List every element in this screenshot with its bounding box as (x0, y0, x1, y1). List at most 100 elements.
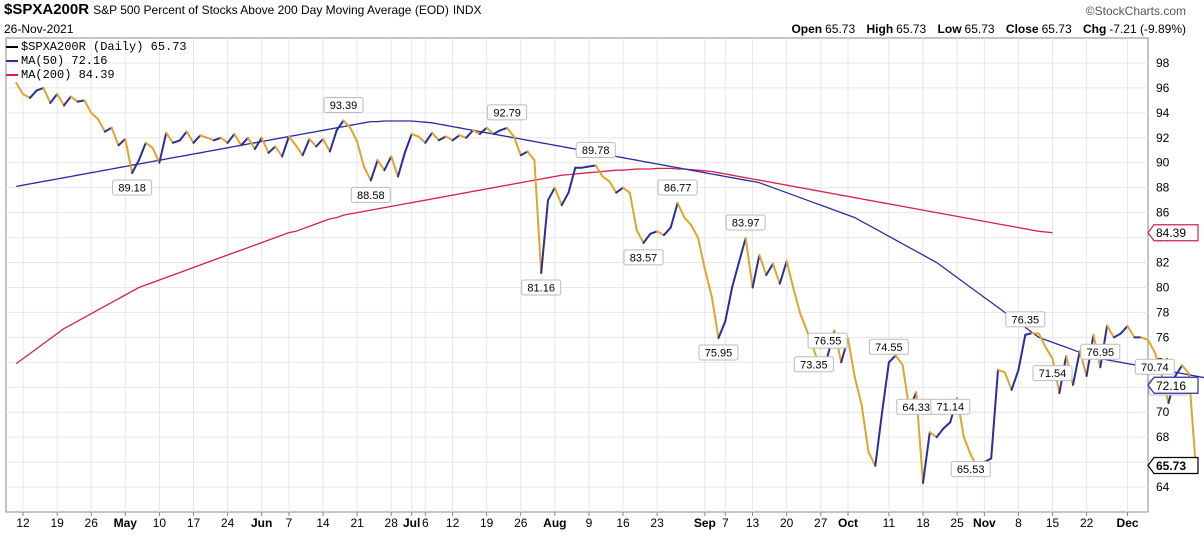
x-tick-label: 12 (16, 516, 30, 530)
value-annotation-box (698, 344, 739, 361)
price-segment (758, 254, 768, 276)
x-tick-label: 15 (1046, 516, 1060, 530)
symbol: $SPXA200R (4, 1, 90, 18)
y-tick-label: 82 (1156, 256, 1170, 270)
low-label: Low (937, 22, 962, 36)
price-segment (669, 202, 679, 229)
value-annotation-box (487, 104, 528, 121)
price-segment (437, 135, 447, 142)
legend-label-ma50: MA(50) 72.16 (21, 54, 108, 68)
price-segment (697, 236, 706, 270)
price-segment (49, 93, 59, 104)
price-segment (533, 159, 543, 274)
price-segment (1106, 324, 1115, 339)
value-annotation-box (657, 179, 698, 196)
price-segment (601, 175, 611, 183)
price-segment (335, 119, 345, 132)
plot-area (5, 37, 1149, 513)
x-tick-label: 9 (586, 516, 593, 530)
x-tick-label: 28 (385, 516, 399, 530)
price-segment (860, 403, 870, 454)
x-tick-label: 25 (950, 516, 964, 530)
x-tick-label: 7 (286, 516, 293, 530)
price-segment (465, 129, 474, 139)
ohlc-readout: Open 65.73 High 65.73 Low 65.73 Close 65.73 … (783, 22, 1186, 36)
legend-item-ma50: MA(50) 72.16 (6, 54, 187, 68)
price-segment (110, 126, 120, 147)
legend-swatch-price (6, 46, 18, 48)
x-tick-label: 20 (780, 516, 794, 530)
y-tick-label: 88 (1156, 181, 1170, 195)
price-segment (253, 136, 263, 150)
price-segment (1017, 333, 1027, 371)
price-segment (444, 135, 454, 142)
price-segment (935, 427, 945, 439)
price-segment (874, 411, 884, 467)
price-segment (690, 224, 699, 239)
price-segment (772, 262, 781, 285)
x-tick-label: 11 (883, 516, 896, 530)
high-label: High (866, 22, 894, 36)
price-segment (144, 141, 154, 149)
price-segment (778, 260, 788, 285)
price-segment (683, 216, 693, 227)
price-segment (240, 136, 249, 147)
price-segment (928, 431, 938, 439)
y-tick-label: 76 (1156, 330, 1170, 344)
value-annotation: 83.57 (630, 252, 658, 264)
y-tick-label: 86 (1156, 206, 1170, 220)
value-annotation-box (1005, 311, 1046, 328)
price-segment (35, 86, 45, 92)
price-segment (403, 133, 413, 154)
value-annotation: 81.16 (527, 283, 555, 295)
price-segment (710, 295, 720, 339)
exchange: INDX (452, 3, 482, 17)
price-segment (342, 119, 352, 129)
legend-swatch-ma200 (6, 74, 18, 76)
price-segment (178, 130, 188, 142)
price-segment (281, 135, 290, 158)
chg-label: Chg (1082, 22, 1107, 36)
price-segment (315, 138, 324, 148)
price-segment (676, 202, 686, 219)
price-tag (1147, 224, 1199, 242)
price-segment (656, 230, 665, 237)
price-segment (226, 133, 236, 144)
price-segment (356, 140, 365, 168)
x-tick-label: 16 (616, 516, 630, 530)
high-value: 65.73 (896, 22, 927, 36)
price-segment (703, 267, 713, 298)
legend: $SPXA200R (Daily) 65.73 MA(50) 72.16 MA(… (6, 40, 187, 82)
close-value: 65.73 (1041, 22, 1072, 36)
x-tick-label: 18 (916, 516, 930, 530)
value-annotation-box (930, 398, 971, 415)
value-annotation: 73.35 (800, 359, 828, 371)
price-segment (887, 354, 897, 364)
price-segment (83, 99, 93, 114)
value-annotation: 92.79 (493, 107, 521, 119)
x-tick-label: Oct (838, 516, 858, 530)
x-tick-label: 26 (514, 516, 528, 530)
price-segment (458, 134, 468, 139)
x-tick-label: Jun (251, 516, 272, 530)
value-annotation: 76.55 (814, 336, 842, 348)
value-annotation: 71.54 (1039, 368, 1067, 380)
price-segment (1044, 346, 1054, 360)
price-segment (1181, 364, 1190, 375)
price-segment (1112, 332, 1122, 339)
price-segment (267, 145, 277, 154)
value-annotation-box (868, 338, 909, 355)
x-tick-label: 14 (316, 516, 330, 530)
price-segment (376, 159, 386, 172)
y-tick-label: 68 (1156, 430, 1170, 444)
price-segment (451, 134, 461, 142)
price-segment (192, 134, 202, 144)
value-annotation: 89.78 (582, 145, 610, 157)
price-segment (628, 191, 638, 232)
price-segment (962, 436, 972, 456)
price-segment (724, 286, 734, 323)
legend-label-price: $SPXA200R (Daily) 65.73 (21, 40, 187, 54)
value-annotation-box (323, 97, 364, 113)
price-segment (22, 93, 31, 99)
